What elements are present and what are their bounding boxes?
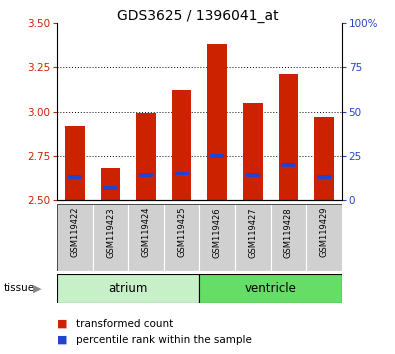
- Bar: [175, 172, 189, 176]
- Text: atrium: atrium: [109, 282, 148, 295]
- Bar: [199, 274, 342, 303]
- Bar: [271, 204, 306, 271]
- Bar: [314, 117, 334, 200]
- Text: GSM119427: GSM119427: [248, 207, 257, 258]
- Text: percentile rank within the sample: percentile rank within the sample: [76, 335, 252, 345]
- Bar: [57, 204, 93, 271]
- Bar: [101, 168, 120, 200]
- Bar: [172, 90, 192, 200]
- Text: tissue: tissue: [4, 283, 35, 293]
- Bar: [57, 274, 199, 303]
- Bar: [136, 113, 156, 200]
- Bar: [103, 186, 118, 190]
- Bar: [246, 173, 260, 177]
- Bar: [139, 173, 153, 177]
- Bar: [281, 162, 295, 166]
- Text: GSM119424: GSM119424: [142, 207, 150, 257]
- Text: GSM119429: GSM119429: [320, 207, 328, 257]
- Text: ■: ■: [57, 335, 68, 345]
- Text: GDS3625 / 1396041_at: GDS3625 / 1396041_at: [117, 9, 278, 23]
- Text: GSM119425: GSM119425: [177, 207, 186, 257]
- Bar: [317, 175, 331, 179]
- Text: ■: ■: [57, 319, 68, 329]
- Bar: [164, 204, 199, 271]
- Text: transformed count: transformed count: [76, 319, 173, 329]
- Bar: [93, 204, 128, 271]
- Text: ▶: ▶: [33, 283, 42, 293]
- Text: GSM119423: GSM119423: [106, 207, 115, 258]
- Text: ventricle: ventricle: [245, 282, 297, 295]
- Bar: [278, 74, 298, 200]
- Text: GSM119426: GSM119426: [213, 207, 222, 258]
- Text: GSM119428: GSM119428: [284, 207, 293, 258]
- Text: GSM119422: GSM119422: [71, 207, 79, 257]
- Bar: [199, 204, 235, 271]
- Bar: [207, 44, 227, 200]
- Bar: [235, 204, 271, 271]
- Bar: [210, 154, 224, 158]
- Bar: [68, 175, 82, 179]
- Bar: [128, 204, 164, 271]
- Bar: [65, 126, 85, 200]
- Bar: [306, 204, 342, 271]
- Bar: [243, 103, 263, 200]
